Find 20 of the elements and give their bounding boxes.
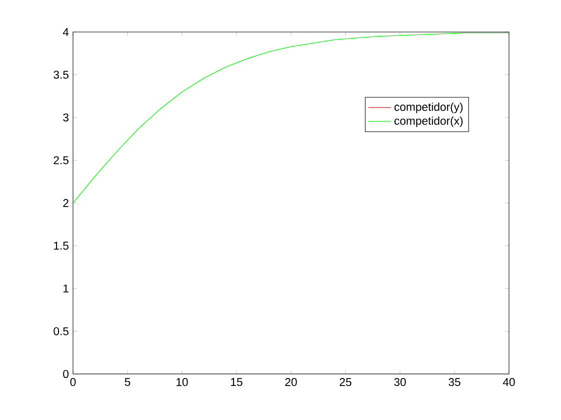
y-tick-label: 3 — [63, 113, 68, 122]
x-tick-label: 0 — [70, 378, 76, 386]
y-tick-label: 0 — [63, 370, 69, 378]
x-tick-label: 20 — [285, 378, 297, 386]
y-tick-label: 1.5 — [54, 242, 68, 250]
legend-label: competidor(x) — [394, 116, 463, 128]
y-tick-label: 2.5 — [54, 156, 68, 164]
x-tick-label: 35 — [448, 378, 460, 386]
x-tick-label: 10 — [176, 378, 188, 386]
x-tick-label: 15 — [231, 378, 242, 386]
y-tick-label: 0.5 — [54, 327, 68, 336]
x-tick-label: 30 — [394, 378, 406, 386]
y-tick-label: 3.5 — [54, 70, 68, 79]
x-tick-label: 40 — [502, 378, 515, 386]
legend-label: competidor(y) — [394, 102, 463, 114]
y-tick-label: 2 — [63, 199, 68, 207]
x-tick-label: 5 — [124, 378, 130, 386]
y-tick-label: 1 — [64, 284, 68, 292]
y-tick-label: 4 — [62, 28, 69, 36]
x-tick-label: 25 — [340, 378, 352, 386]
